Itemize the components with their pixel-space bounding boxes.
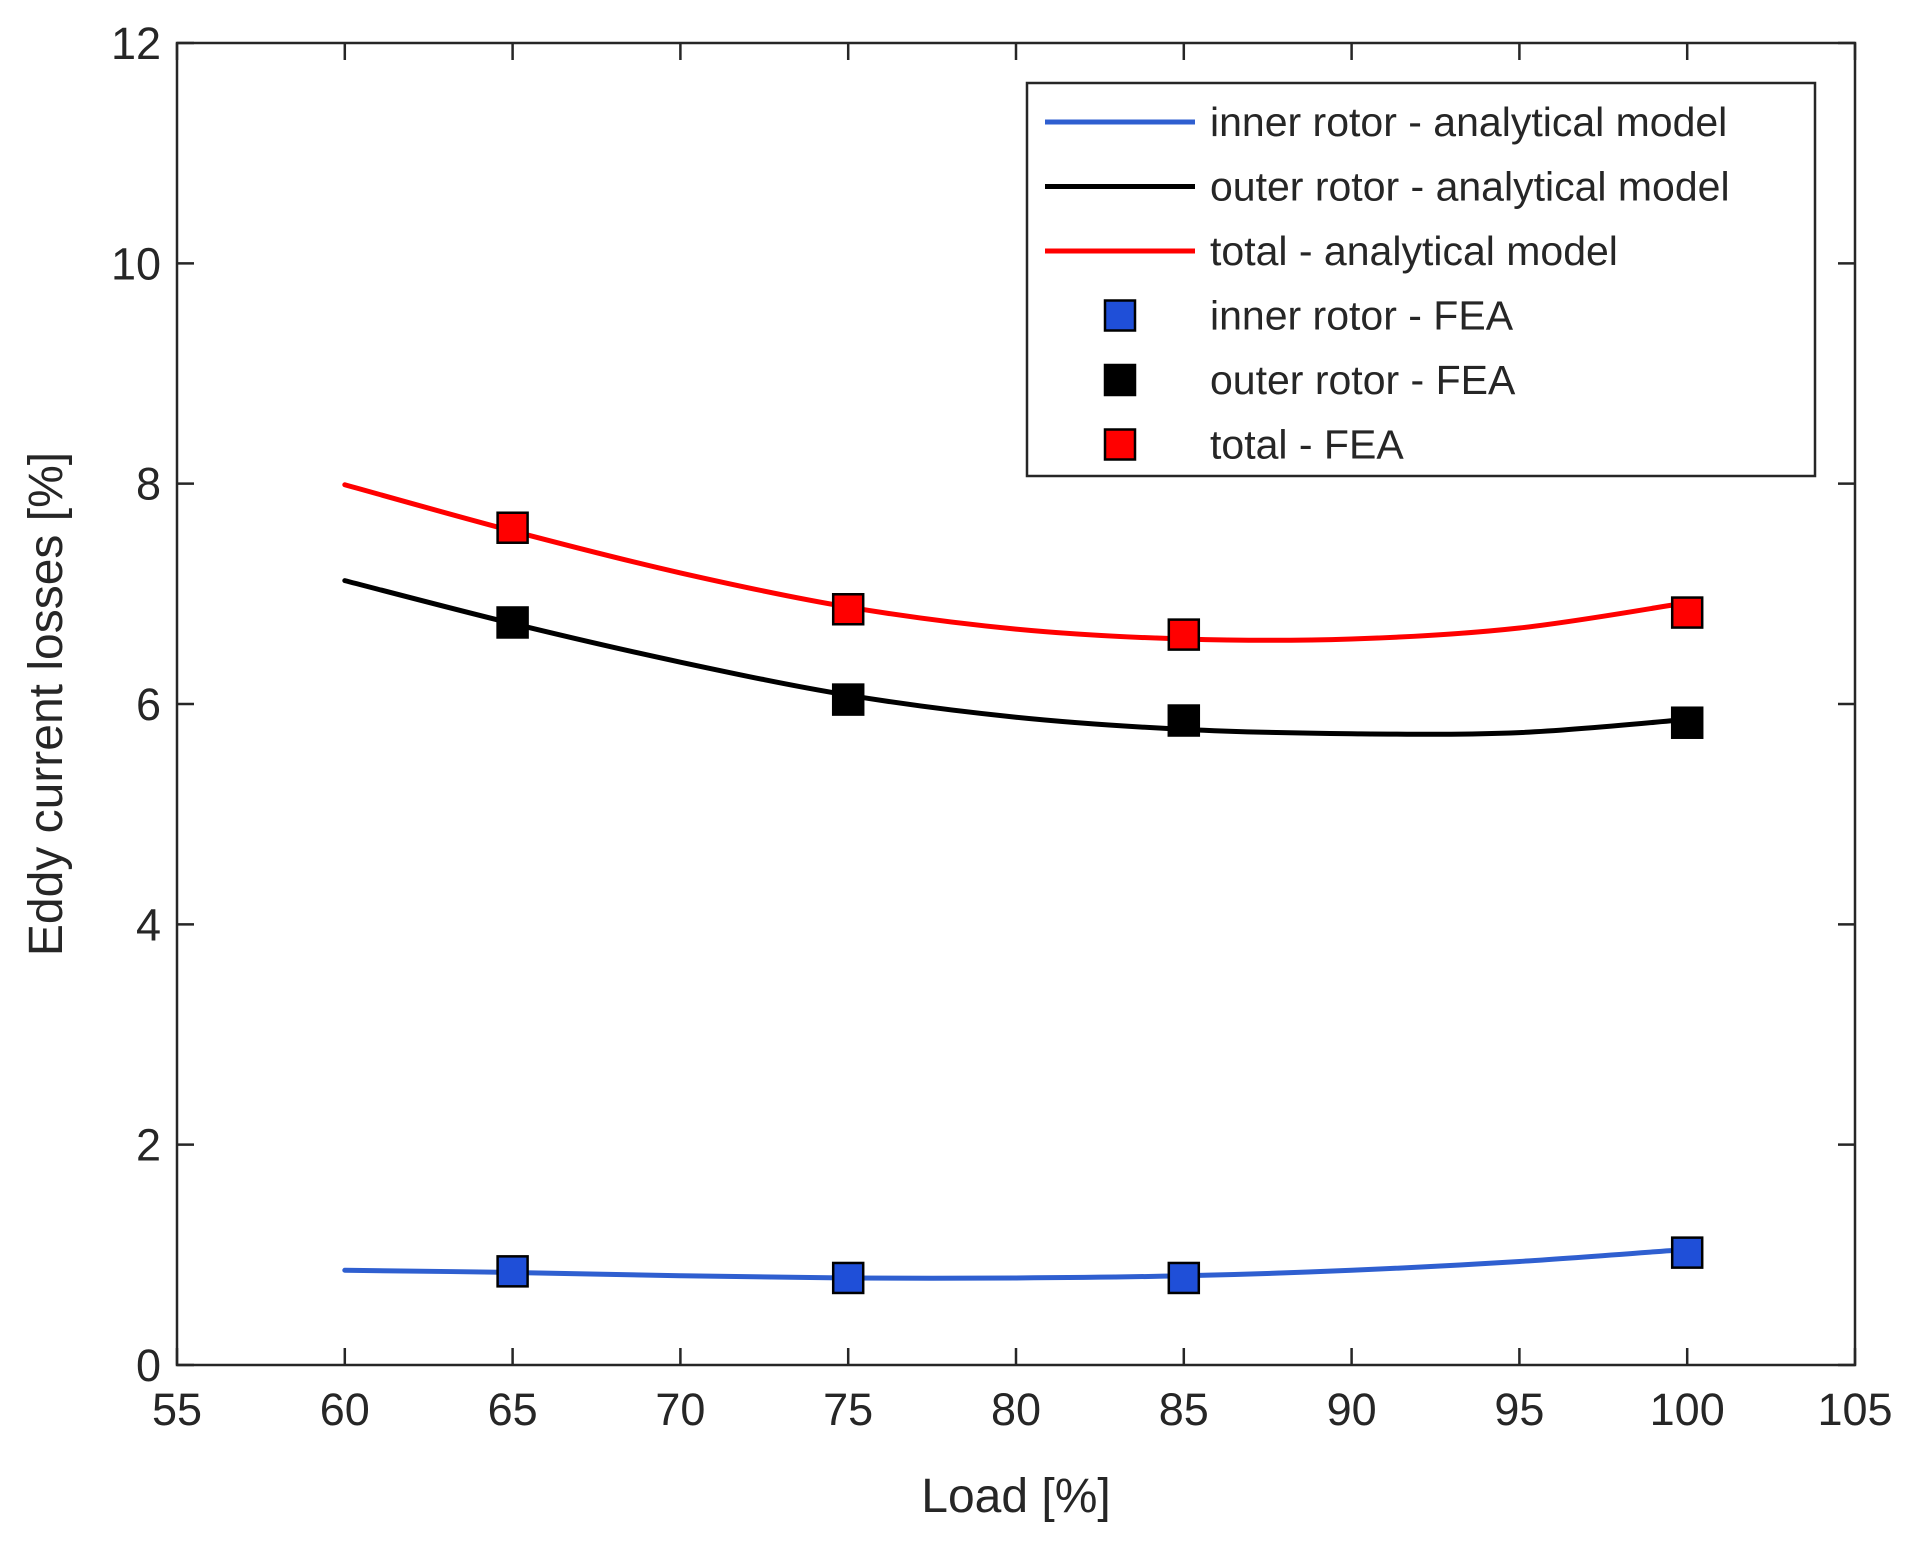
legend-entry-label: total - analytical model: [1210, 228, 1618, 274]
series-layer: [342, 482, 1704, 1295]
legend: inner rotor - analytical model outer roto…: [1025, 81, 1817, 478]
data-point-inner-rotor-fea: [831, 1261, 865, 1295]
x-tick-label: 75: [823, 1384, 873, 1435]
data-point-outer-rotor-fea: [831, 683, 865, 716]
y-tick-label: 2: [136, 1120, 161, 1171]
series-line-outer-rotor-analytical-model: [342, 578, 1690, 737]
data-point-inner-rotor-fea: [1167, 1261, 1201, 1295]
x-tick-label: 90: [1327, 1384, 1377, 1435]
y-tick-label: 4: [136, 899, 161, 950]
series-line-inner-rotor-analytical-model: [342, 1246, 1690, 1281]
series-line-total-analytical-model: [342, 482, 1690, 643]
data-point-total-fea: [1670, 596, 1704, 629]
y-tick-label: 8: [136, 459, 161, 510]
legend-entry-label: inner rotor - FEA: [1210, 293, 1514, 339]
x-tick-label: 95: [1494, 1384, 1544, 1435]
legend-marker-sample: [1103, 363, 1137, 397]
data-point-total-fea: [1167, 618, 1201, 651]
y-tick-label: 10: [111, 238, 161, 289]
x-tick-label: 55: [152, 1384, 202, 1435]
data-point-outer-rotor-fea: [1167, 704, 1201, 737]
x-tick-label: 70: [655, 1384, 705, 1435]
legend-marker-sample: [1103, 299, 1137, 332]
y-axis-label: Eddy current losses [%]: [20, 452, 73, 956]
data-point-outer-rotor-fea: [1670, 706, 1704, 739]
data-point-total-fea: [831, 593, 865, 626]
y-tick-label: 6: [136, 679, 161, 730]
tick-labels: 55 60 65 70 75 80 85 90 95 100 105 0 2 4 6 8 10 12: [111, 18, 1893, 1435]
x-tick-label: 85: [1159, 1384, 1209, 1435]
data-point-outer-rotor-fea: [496, 606, 529, 639]
y-tick-label: 12: [111, 18, 161, 69]
data-point-inner-rotor-fea: [1670, 1236, 1704, 1269]
x-axis-label: Load [%]: [921, 1470, 1110, 1523]
x-tick-label: 100: [1650, 1384, 1725, 1435]
x-tick-label: 80: [991, 1384, 1041, 1435]
y-tick-label: 0: [136, 1340, 161, 1391]
legend-entry-label: inner rotor - analytical model: [1210, 99, 1727, 145]
legend-entry-label: total - FEA: [1210, 422, 1404, 468]
legend-entry-label: outer rotor - FEA: [1210, 357, 1516, 403]
legend-box: [1025, 81, 1817, 478]
x-tick-label: 65: [488, 1384, 538, 1435]
legend-marker-sample: [1103, 428, 1137, 461]
x-tick-label: 60: [320, 1384, 370, 1435]
data-point-inner-rotor-fea: [496, 1255, 529, 1288]
plot-area-frame: [175, 41, 1857, 1367]
data-point-total-fea: [496, 511, 529, 544]
legend-entry-label: outer rotor - analytical model: [1210, 164, 1730, 210]
x-tick-label: 105: [1817, 1384, 1892, 1435]
